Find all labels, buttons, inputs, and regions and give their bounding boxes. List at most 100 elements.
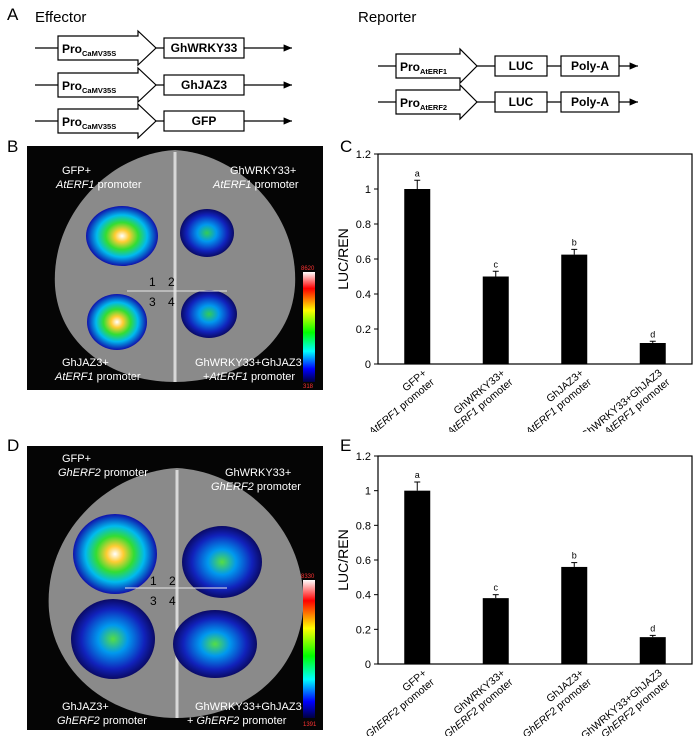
infiltration-spot-2: [182, 526, 262, 598]
promoter-label: Pro: [62, 79, 82, 93]
quadrant-label: 2: [168, 275, 175, 289]
polya-label: Poly-A: [571, 59, 609, 73]
bar: [404, 490, 431, 664]
label-top-left-line1: GFP+: [62, 165, 91, 177]
label-gene: GhERF2: [196, 715, 239, 727]
svg-text:+ GhERF2 promoter: + GhERF2 promoter: [187, 715, 287, 727]
reporter-construct-2: ProAtERF2 LUC Poly-A: [378, 83, 638, 121]
x-category-label: GFP+GhERF2 promoter: [356, 667, 438, 736]
label-rest: promoter: [239, 715, 286, 727]
leaf-image-b: 1 2 3 4 8620 318 GFP+ AtERF1 promoter Gh…: [27, 146, 323, 390]
y-tick-label: 0.8: [356, 219, 371, 231]
y-tick-label: 0.6: [356, 555, 371, 567]
significance-letter: b: [572, 237, 577, 247]
promoter-label: Pro: [400, 96, 420, 110]
category-line2: + GhERF2 promoter: [592, 676, 673, 736]
infiltration-spot-3: [71, 599, 155, 679]
label-rest: promoter: [101, 467, 148, 479]
x-category-label: GhWRKY33+AtERF1 promoter: [437, 367, 516, 432]
bar-chart-e: 0 0.2 0.4 0.6 0.8 1 1.2 LUC/REN a GFP+GhERF2 prom…: [335, 451, 693, 736]
scale-min-label: 318: [303, 384, 314, 390]
color-scale-bar: [303, 272, 315, 382]
quadrant-label: 3: [149, 295, 156, 309]
label-prefix: +: [187, 715, 196, 727]
promoter-subscript: AtERF2: [420, 103, 447, 112]
scale-min-label: 1391: [303, 722, 317, 728]
promoter-arrow-shape: [57, 102, 157, 140]
x-category-label: GhWRKY33+GhERF2 promoter: [434, 667, 516, 736]
label-gene: GhERF2: [57, 715, 100, 727]
significance-letter: a: [415, 470, 420, 480]
promoter-label: Pro: [400, 60, 420, 74]
bar: [639, 637, 666, 664]
promoter-arrow-shape: [395, 83, 478, 121]
label-top-right-line1: GhWRKY33+: [230, 165, 296, 177]
effector-construct-1: ProCaMV35S GhWRKY33: [35, 29, 292, 67]
svg-text:GhERF2 promoter: GhERF2 promoter: [57, 715, 147, 727]
infiltration-spot-4: [173, 610, 257, 678]
panel-letter-e: E: [340, 436, 352, 455]
polya-label: Poly-A: [571, 95, 609, 109]
x-category-label: GhWRKY33+GhJAZ3+AtERF1 promoter: [579, 367, 673, 432]
quadrant-label: 2: [169, 574, 176, 588]
gene-box: [163, 37, 245, 59]
svg-text:AtERF1 promoter: AtERF1 promoter: [212, 179, 299, 191]
label-top-left-line1: GFP+: [62, 453, 91, 465]
y-tick-label: 0.4: [356, 590, 371, 602]
x-category-label: GhJAZ3+GhERF2 promoter: [513, 667, 595, 736]
luc-label: LUC: [509, 95, 534, 109]
svg-text:AtERF1 promoter: AtERF1 promoter: [54, 371, 141, 383]
leaf-image-d: 1 2 3 4 8330 1391 GFP+ GhERF2 promoter G…: [27, 446, 323, 730]
panel-letter-a: A: [7, 5, 19, 24]
panel-letter-b: B: [7, 137, 19, 156]
promoter-label: Pro: [62, 115, 82, 129]
label-bottom-left-line1: GhJAZ3+: [62, 701, 109, 713]
quadrant-label: 1: [150, 574, 157, 588]
effector-heading: Effector: [35, 9, 87, 26]
bar: [561, 566, 588, 664]
luc-box: [494, 91, 548, 113]
infiltration-spot-4: [181, 290, 237, 338]
svg-text:AtERF1 promoter: AtERF1 promoter: [55, 179, 142, 191]
bar: [482, 276, 509, 364]
label-rest: promoter: [94, 371, 141, 383]
quadrant-label: 4: [169, 594, 176, 608]
label-top-right-line1: GhWRKY33+: [225, 467, 291, 479]
label-bottom-left-line1: GhJAZ3+: [62, 357, 109, 369]
svg-text:ProCaMV35S: ProCaMV35S: [62, 115, 116, 131]
svg-text:GhERF2 promoter: GhERF2 promoter: [211, 481, 301, 493]
panel-letter-d: D: [7, 436, 20, 455]
bar: [404, 189, 431, 364]
effector-construct-3: ProCaMV35S GFP: [35, 102, 292, 140]
y-axis-label: LUC/REN: [335, 228, 351, 289]
label-gene: GhERF2: [58, 467, 101, 479]
promoter-arrow-shape: [395, 47, 478, 85]
svg-text:+AtERF1 promoter: +AtERF1 promoter: [203, 371, 295, 383]
y-tick-label: 0.2: [356, 624, 371, 636]
label-rest: promoter: [252, 179, 299, 191]
category-gene: GhERF2: [520, 705, 559, 736]
promoter-arrow-shape: [57, 29, 157, 67]
y-tick-label: 0.2: [356, 324, 371, 336]
scale-max-label: 8620: [301, 266, 315, 272]
promoter-label: Pro: [62, 42, 82, 56]
polya-box: [560, 55, 620, 77]
category-prefix: +: [592, 731, 607, 736]
label-prefix: +: [203, 371, 209, 383]
y-tick-label: 0: [365, 659, 371, 671]
color-scale-bar: [303, 580, 315, 718]
label-gene: AtERF1: [212, 179, 252, 191]
y-tick-label: 0: [365, 359, 371, 371]
quadrant-label: 4: [168, 295, 175, 309]
significance-letter: c: [494, 259, 499, 269]
scale-max-label: 8330: [301, 574, 315, 580]
svg-text:ProCaMV35S: ProCaMV35S: [62, 42, 116, 58]
promoter-subscript: CaMV35S: [82, 49, 116, 58]
significance-letter: a: [415, 168, 420, 178]
construct-diagram: ProCaMV35S GhWRKY33 ProCaMV35S GhJAZ3 Pr…: [35, 29, 638, 140]
infiltration-spot-3: [87, 294, 147, 350]
y-tick-label: 0.4: [356, 289, 371, 301]
promoter-subscript: CaMV35S: [82, 86, 116, 95]
quadrant-label: 3: [150, 594, 157, 608]
effector-construct-2: ProCaMV35S GhJAZ3: [35, 66, 292, 104]
